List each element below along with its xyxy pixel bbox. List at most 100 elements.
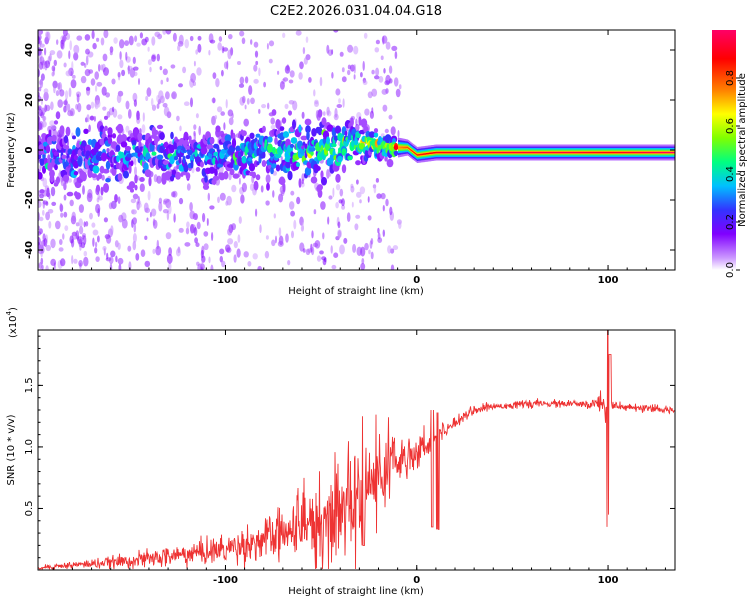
ridge-stripe — [573, 151, 575, 154]
ridge-stripe — [547, 151, 549, 154]
noise-speck — [165, 232, 172, 240]
noise-speck — [362, 60, 365, 71]
ridge-stripe — [639, 151, 641, 154]
ridge-stripe — [458, 151, 460, 154]
noise-speck — [166, 210, 170, 221]
noise-speck — [273, 213, 276, 219]
noise-speck — [356, 179, 359, 185]
noise-speck — [395, 88, 401, 98]
noise-speck — [102, 106, 107, 111]
band-blob — [386, 158, 394, 168]
noise-speck — [134, 166, 137, 176]
noise-speck — [227, 228, 233, 236]
noise-speck — [331, 264, 337, 270]
ridge-stripe — [576, 151, 578, 154]
noise-speck — [132, 217, 138, 225]
ridge-stripe — [597, 151, 599, 154]
ridge-stripe — [595, 151, 597, 154]
noise-speck — [289, 201, 295, 210]
noise-speck — [131, 209, 135, 215]
band-blob — [267, 143, 273, 154]
ridge-stripe — [472, 151, 474, 154]
noise-speck — [56, 39, 59, 45]
noise-speck — [250, 97, 255, 105]
noise-speck — [333, 30, 339, 33]
ridge-stripe — [628, 151, 630, 154]
noise-speck — [42, 209, 45, 216]
noise-speck — [63, 194, 67, 201]
noise-speck — [195, 49, 199, 55]
snr-y-ticks: 0.5 1.0 1.5 — [24, 335, 675, 559]
noise-speck — [101, 86, 107, 96]
noise-speck — [217, 106, 223, 113]
band-blob — [282, 131, 290, 138]
noise-speck — [364, 108, 370, 116]
noise-speck — [176, 248, 181, 257]
band-blob — [368, 131, 376, 138]
ridge-stripe — [435, 151, 437, 154]
noise-speck — [319, 76, 323, 87]
ridge-stripe — [549, 151, 551, 154]
band-blob — [116, 123, 124, 134]
noise-speck — [96, 37, 100, 42]
band-blob — [255, 133, 261, 138]
noise-speck — [201, 261, 204, 269]
ridge-stripe — [673, 151, 675, 154]
ridge-stripe — [564, 151, 566, 154]
y-tick-label: -40 — [24, 241, 35, 259]
noise-speck — [289, 70, 295, 78]
noise-speck — [51, 65, 56, 72]
snr-y-scale-base: (x104) — [5, 307, 19, 338]
noise-speck — [80, 61, 85, 66]
ridge-stripe — [563, 151, 565, 154]
band-blob — [156, 124, 164, 130]
noise-speck — [162, 102, 168, 108]
noise-speck — [202, 212, 206, 223]
noise-speck — [86, 114, 90, 123]
noise-speck — [302, 248, 306, 253]
band-blob — [72, 135, 76, 140]
noise-speck — [89, 212, 93, 220]
noise-speck — [238, 83, 245, 88]
noise-speck — [79, 226, 84, 235]
ridge-stripe — [457, 151, 459, 154]
noise-speck — [391, 45, 398, 52]
ridge-stripe — [662, 151, 664, 154]
ridge-stripe — [408, 147, 410, 149]
ridge-stripe — [493, 151, 495, 154]
band-blob — [282, 183, 286, 193]
ridge-stripe — [650, 151, 652, 154]
band-blob — [77, 149, 83, 158]
noise-speck — [212, 72, 217, 79]
noise-speck — [162, 30, 167, 35]
noise-speck — [355, 123, 360, 132]
band-blob — [73, 154, 79, 161]
y-tick-label: 0 — [24, 146, 35, 153]
noise-speck — [45, 244, 51, 252]
band-blob — [183, 131, 189, 141]
noise-speck — [38, 216, 44, 222]
noise-speck — [382, 205, 385, 212]
noise-speck — [380, 55, 384, 61]
ridge-stripe — [600, 151, 602, 154]
band-blob — [200, 161, 204, 168]
ridge-stripe — [401, 146, 403, 149]
ridge-stripe — [587, 151, 589, 154]
band-blob — [241, 155, 247, 164]
ridge-stripe — [480, 151, 482, 154]
noise-speck — [333, 113, 339, 121]
noise-speck — [267, 102, 270, 110]
ridge-stripe — [533, 151, 535, 154]
noise-speck — [337, 230, 342, 238]
noise-speck — [397, 130, 400, 138]
noise-speck — [141, 124, 146, 134]
ridge-stripe — [496, 151, 498, 154]
ridge-stripe — [488, 151, 490, 154]
noise-speck — [255, 208, 258, 217]
ridge-stripe — [455, 151, 457, 154]
noise-speck — [186, 183, 191, 191]
noise-speck — [38, 262, 42, 270]
band-blob — [73, 160, 79, 169]
ridge-stripe — [485, 151, 487, 154]
